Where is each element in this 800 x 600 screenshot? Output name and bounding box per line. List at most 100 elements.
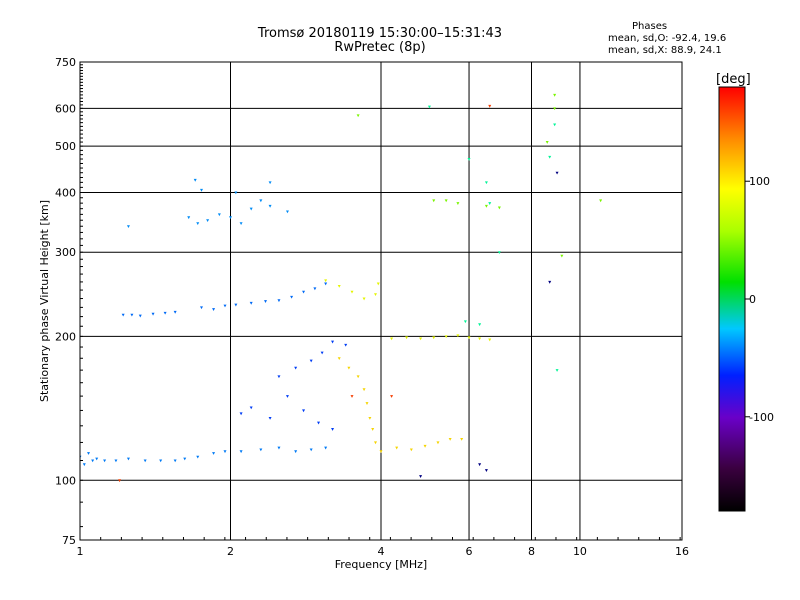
- chart-title: Tromsø 20180119 15:30:00–15:31:43: [257, 26, 503, 41]
- data-point: [436, 441, 440, 445]
- data-point: [484, 181, 488, 185]
- colorbar-tick-label: 0: [749, 293, 756, 306]
- data-point: [331, 428, 335, 431]
- y-tick-label: 75: [62, 534, 76, 547]
- data-point: [553, 123, 557, 127]
- data-point: [347, 366, 351, 370]
- y-tick-label: 400: [55, 186, 76, 199]
- data-point: [484, 204, 488, 208]
- data-point: [324, 446, 328, 450]
- plot-grid: [80, 62, 682, 540]
- data-point: [200, 306, 204, 310]
- data-point: [599, 199, 603, 203]
- y-tick-label: 600: [55, 102, 76, 115]
- x-tick-label: 6: [466, 545, 473, 558]
- data-point: [419, 475, 423, 478]
- data-point: [114, 459, 118, 463]
- data-point: [249, 207, 253, 211]
- data-point: [309, 359, 313, 363]
- data-point: [405, 336, 409, 340]
- y-axis-label: Stationary phase Virtual Height [km]: [38, 200, 51, 402]
- stats-o-mode: mean, sd,O: -92.4, 19.6: [608, 33, 727, 44]
- x-tick-label: 2: [227, 545, 234, 558]
- data-point: [309, 448, 313, 452]
- data-point: [193, 178, 197, 182]
- data-point: [419, 337, 423, 341]
- data-point: [187, 216, 191, 220]
- data-point: [497, 251, 501, 255]
- data-point: [488, 104, 492, 108]
- data-point: [484, 469, 488, 472]
- data-point: [356, 375, 360, 379]
- data-point: [277, 446, 281, 450]
- data-point: [212, 308, 216, 311]
- x-axis-label: Frequency [MHz]: [335, 558, 427, 571]
- data-point: [121, 313, 125, 317]
- data-point: [173, 459, 177, 463]
- data-point: [545, 141, 549, 144]
- data-point: [217, 213, 221, 217]
- data-point: [478, 337, 482, 341]
- data-point: [82, 463, 86, 467]
- data-point: [159, 459, 163, 463]
- data-point: [313, 287, 317, 291]
- data-point: [432, 199, 436, 203]
- data-point: [553, 93, 557, 97]
- data-point: [553, 107, 557, 111]
- data-point: [239, 412, 243, 416]
- data-point: [390, 395, 394, 398]
- data-point: [239, 450, 243, 454]
- data-point: [130, 313, 134, 317]
- data-point: [277, 299, 281, 303]
- data-point: [371, 428, 375, 431]
- data-point: [151, 312, 155, 316]
- data-point: [448, 437, 452, 441]
- colorbar: [718, 86, 746, 512]
- data-point: [362, 297, 366, 301]
- data-point: [344, 343, 348, 347]
- data-point: [488, 338, 492, 342]
- data-point: [285, 395, 289, 398]
- data-point: [555, 171, 559, 175]
- data-point: [560, 254, 564, 258]
- plot-frame: [79, 61, 683, 541]
- data-point: [467, 158, 471, 161]
- stats-title: Phases: [632, 21, 668, 32]
- data-point: [126, 225, 130, 229]
- data-point: [488, 202, 492, 205]
- data-point: [317, 421, 321, 425]
- data-point: [463, 320, 467, 324]
- data-point: [356, 114, 360, 118]
- data-point: [91, 459, 95, 463]
- data-point: [143, 459, 147, 463]
- data-point: [223, 450, 227, 454]
- data-point: [456, 202, 460, 205]
- data-point: [249, 406, 253, 410]
- data-point: [239, 222, 243, 226]
- data-point: [268, 204, 272, 208]
- data-point: [294, 450, 298, 454]
- data-point: [460, 437, 464, 441]
- data-point: [432, 336, 436, 340]
- data-point: [365, 402, 369, 405]
- data-point: [229, 216, 232, 220]
- data-point: [290, 295, 294, 299]
- y-tick-label: 500: [55, 140, 76, 153]
- data-point: [183, 457, 187, 461]
- chart-subtitle: RwPretec (8p): [334, 40, 426, 55]
- data-point: [87, 452, 91, 455]
- data-point: [395, 446, 399, 450]
- scatter-points: [80, 93, 603, 483]
- data-point: [324, 282, 328, 286]
- data-point: [409, 448, 413, 452]
- data-point: [163, 311, 167, 315]
- data-point: [234, 191, 238, 195]
- data-point: [324, 279, 328, 283]
- data-point: [548, 280, 552, 284]
- data-point: [277, 375, 281, 379]
- data-point: [249, 301, 253, 305]
- data-point: [259, 199, 263, 203]
- data-point: [478, 323, 482, 327]
- data-point: [196, 222, 200, 226]
- data-point: [95, 457, 99, 461]
